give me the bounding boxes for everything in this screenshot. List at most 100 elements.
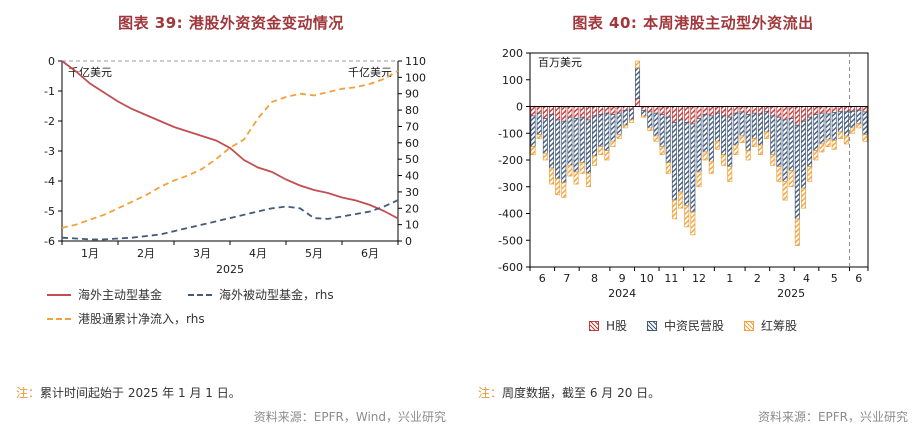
bar-segment bbox=[567, 116, 573, 166]
axis-label: 50 bbox=[405, 153, 419, 166]
bar-segment bbox=[592, 155, 598, 166]
axis-label: 2025 bbox=[777, 287, 805, 300]
bar-segment bbox=[616, 134, 622, 139]
bar-segment bbox=[659, 114, 665, 147]
axis-label: -600 bbox=[498, 261, 523, 274]
figure-39-line-chart: 0 -1 -2 -3 -4 -5 -6 0 10 20 30 40 50 60 70 80 90 100 110 千亿… bbox=[44, 55, 426, 276]
bar-segment bbox=[757, 113, 763, 146]
bar-segment bbox=[776, 116, 782, 168]
bar-segment bbox=[807, 106, 813, 118]
legend-square-swatch bbox=[647, 320, 657, 331]
bar-segment bbox=[819, 143, 825, 153]
bar-segment bbox=[794, 106, 800, 126]
axis-label: 4 bbox=[803, 272, 810, 285]
bar-segment bbox=[757, 106, 763, 115]
bar-segment bbox=[604, 150, 610, 161]
bar-segment bbox=[592, 106, 598, 117]
axis-label: 40 bbox=[405, 170, 419, 183]
bar-segment bbox=[610, 114, 616, 142]
legend-item: 海外主动型基金 bbox=[47, 286, 162, 303]
figure-39-title: 图表 39: 港股外资资金变动情况 bbox=[118, 14, 344, 32]
bar-segment bbox=[751, 112, 757, 139]
bar-segment bbox=[567, 106, 573, 118]
axis-label: 0 bbox=[48, 55, 55, 68]
line-series-2 bbox=[61, 70, 399, 229]
bar-segment bbox=[696, 118, 702, 173]
bar-segment bbox=[647, 111, 653, 129]
bar-segment bbox=[825, 113, 831, 140]
bar-segment bbox=[653, 106, 659, 114]
bar-segment bbox=[635, 67, 641, 99]
bar-segment bbox=[825, 106, 831, 115]
bar-segment bbox=[862, 134, 868, 142]
bar-segment bbox=[751, 106, 757, 114]
bar-segment bbox=[745, 114, 751, 151]
bar-segment bbox=[659, 106, 665, 115]
axis-label: -200 bbox=[498, 154, 523, 167]
bar-segment bbox=[573, 106, 579, 119]
bar-segment bbox=[530, 146, 536, 155]
bar-segment bbox=[579, 116, 585, 164]
axis-label: -6 bbox=[44, 235, 55, 248]
bar-segment bbox=[831, 112, 837, 141]
axis-label: 8 bbox=[591, 272, 598, 285]
axis-label: 0 bbox=[405, 235, 412, 248]
bar-segment bbox=[800, 187, 806, 209]
bar-segment bbox=[671, 122, 677, 201]
axis-label: 20 bbox=[405, 202, 419, 215]
bar-segment bbox=[727, 106, 733, 118]
legend-label: 港股通累计净流入，rhs bbox=[78, 312, 205, 326]
bar-segment bbox=[813, 150, 819, 161]
bar-segment bbox=[555, 119, 561, 180]
bar-segment bbox=[856, 106, 862, 111]
bar-segment bbox=[628, 119, 634, 123]
axis-label: 12 bbox=[692, 272, 706, 285]
bar-segment bbox=[776, 106, 782, 118]
axis-label: 100 bbox=[405, 71, 426, 84]
axis-label: -1 bbox=[44, 85, 55, 98]
axis-label: 80 bbox=[405, 104, 419, 117]
bar-segment bbox=[530, 115, 536, 147]
bar-segment bbox=[708, 160, 714, 174]
figure-40-note: 注：周度数据，截至 6 月 20 日。 bbox=[478, 384, 660, 401]
legend-item: 海外被动型基金，rhs bbox=[188, 286, 334, 303]
bar-segment bbox=[635, 98, 641, 107]
bar-segment bbox=[757, 144, 763, 156]
bar-segment bbox=[702, 106, 708, 115]
line-series-0 bbox=[61, 60, 399, 220]
bar-segment bbox=[714, 106, 720, 114]
bar-segment bbox=[850, 106, 856, 112]
bar-segment bbox=[721, 154, 727, 166]
axis-label: 2024 bbox=[608, 287, 636, 300]
figure-39-panel: 图表 39: 港股外资资金变动情况 0 -1 -2 -3 -4 -5 -6 0 10 20 30 40… bbox=[16, 14, 446, 424]
bar-segment bbox=[616, 106, 622, 114]
bar-segment bbox=[862, 111, 868, 135]
bar-segment bbox=[782, 181, 788, 201]
bar-segment bbox=[585, 173, 591, 188]
note-label: 注： bbox=[478, 386, 503, 400]
axis-label: 2025 bbox=[216, 263, 244, 276]
bar-segment bbox=[604, 106, 610, 114]
legend-item: 中资民营股 bbox=[647, 317, 724, 334]
legend-item: 红筹股 bbox=[744, 317, 797, 334]
bar-segment bbox=[678, 106, 684, 121]
axes-frame bbox=[61, 61, 399, 242]
bar-segment bbox=[665, 106, 671, 118]
figure-39-note: 注：累计时间起始于 2025 年 1 月 1 日。 bbox=[16, 384, 241, 401]
bar-segment bbox=[721, 115, 727, 156]
bar-segment bbox=[684, 122, 690, 206]
bar-segment bbox=[733, 112, 739, 146]
bar-segment bbox=[622, 106, 628, 111]
bar-segment bbox=[751, 138, 757, 147]
legend-line-swatch bbox=[47, 317, 71, 320]
bar-segment bbox=[770, 106, 776, 117]
axis-label: 9 bbox=[619, 272, 626, 285]
bar-segment bbox=[592, 115, 598, 157]
note-label: 注： bbox=[16, 386, 41, 400]
legend-item: 港股通累计净流入，rhs bbox=[47, 310, 205, 327]
bar-segment bbox=[782, 106, 788, 121]
bar-segment bbox=[776, 166, 782, 182]
bar-segment bbox=[684, 205, 690, 228]
axis-label: 3月 bbox=[193, 247, 211, 260]
